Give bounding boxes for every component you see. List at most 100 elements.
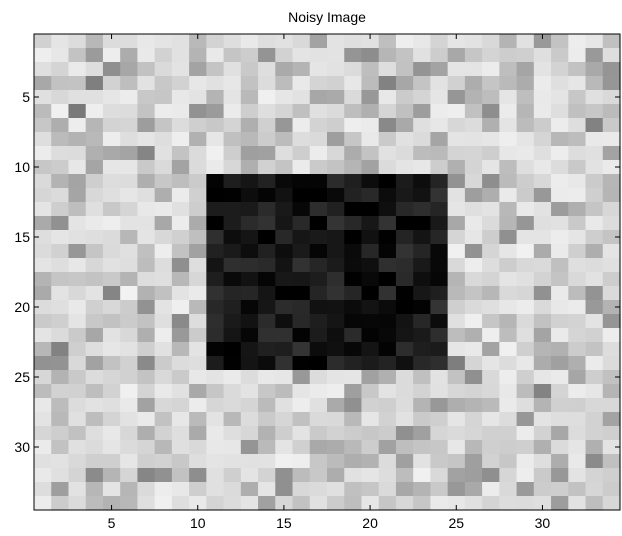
heatmap-cell bbox=[413, 384, 432, 399]
heatmap-cell bbox=[568, 370, 587, 385]
heatmap-cell bbox=[292, 426, 311, 441]
heatmap-cell bbox=[395, 62, 414, 77]
heatmap-cell bbox=[275, 258, 294, 273]
heatmap-cell bbox=[85, 160, 104, 175]
heatmap-cell bbox=[344, 188, 363, 203]
heatmap-cell bbox=[34, 62, 52, 77]
heatmap-cell bbox=[499, 230, 518, 245]
heatmap-cell bbox=[189, 202, 207, 217]
heatmap-cell bbox=[482, 398, 500, 413]
heatmap-cell bbox=[361, 496, 380, 511]
heatmap-cell bbox=[275, 482, 294, 497]
heatmap-cell bbox=[189, 230, 207, 245]
heatmap-cell bbox=[551, 356, 569, 371]
heatmap-cell bbox=[120, 328, 139, 343]
heatmap-cell bbox=[602, 384, 621, 399]
heatmap-cell bbox=[499, 356, 518, 371]
heatmap-cell bbox=[533, 370, 552, 385]
heatmap-cell bbox=[258, 104, 276, 119]
heatmap-cell bbox=[154, 76, 173, 91]
heatmap-cell bbox=[171, 370, 190, 385]
heatmap-cell bbox=[275, 202, 294, 217]
heatmap-cell bbox=[430, 202, 449, 217]
heatmap-cell bbox=[395, 230, 414, 245]
heatmap-cell bbox=[499, 118, 518, 133]
heatmap-cell bbox=[516, 440, 535, 455]
heatmap-cell bbox=[309, 202, 328, 217]
heatmap-cell bbox=[102, 468, 121, 483]
heatmap-cell bbox=[464, 440, 483, 455]
heatmap-cell bbox=[137, 202, 156, 217]
heatmap-cell bbox=[137, 104, 156, 119]
heatmap-cell bbox=[551, 188, 569, 203]
heatmap-cell bbox=[516, 370, 535, 385]
heatmap-cell bbox=[499, 244, 518, 259]
heatmap-cell bbox=[223, 314, 242, 329]
heatmap-cell bbox=[395, 272, 414, 287]
heatmap-cell bbox=[568, 76, 587, 91]
heatmap-cell bbox=[551, 146, 569, 161]
heatmap-cell bbox=[378, 440, 397, 455]
heatmap-cell bbox=[171, 258, 190, 273]
heatmap-cell bbox=[585, 34, 604, 49]
heatmap-cell bbox=[430, 118, 449, 133]
heatmap-cell bbox=[171, 244, 190, 259]
heatmap-cell bbox=[447, 160, 466, 175]
heatmap-cell bbox=[154, 454, 173, 469]
heatmap-cell bbox=[154, 342, 173, 357]
heatmap-cell bbox=[551, 90, 569, 105]
heatmap-cell bbox=[137, 286, 156, 301]
heatmap-cell bbox=[551, 314, 569, 329]
heatmap-cell bbox=[102, 482, 121, 497]
heatmap-cell bbox=[34, 174, 52, 189]
heatmap-cell bbox=[585, 454, 604, 469]
heatmap-cell bbox=[68, 230, 87, 245]
heatmap-cell bbox=[34, 188, 52, 203]
heatmap-cell bbox=[137, 412, 156, 427]
heatmap-cell bbox=[137, 188, 156, 203]
heatmap-cell bbox=[516, 272, 535, 287]
heatmap-cell bbox=[240, 90, 259, 105]
heatmap-cell bbox=[568, 384, 587, 399]
heatmap-cell bbox=[309, 188, 328, 203]
heatmap-cell bbox=[344, 482, 363, 497]
heatmap-cell bbox=[568, 342, 587, 357]
heatmap-cell bbox=[361, 370, 380, 385]
heatmap-cell bbox=[447, 328, 466, 343]
heatmap-cell bbox=[482, 202, 500, 217]
heatmap-cell bbox=[189, 356, 207, 371]
heatmap-cell bbox=[189, 370, 207, 385]
heatmap-cell bbox=[344, 342, 363, 357]
heatmap-cell bbox=[102, 384, 121, 399]
heatmap-cell bbox=[102, 230, 121, 245]
heatmap-cell bbox=[378, 188, 397, 203]
heatmap-cell bbox=[258, 132, 276, 147]
heatmap-cell bbox=[102, 244, 121, 259]
heatmap-cell bbox=[551, 300, 569, 315]
heatmap-cell bbox=[171, 104, 190, 119]
heatmap-cell bbox=[551, 118, 569, 133]
heatmap-cell bbox=[206, 426, 225, 441]
heatmap-cell bbox=[327, 468, 345, 483]
heatmap-cell bbox=[258, 90, 276, 105]
heatmap-cell bbox=[413, 90, 432, 105]
heatmap-cell bbox=[223, 370, 242, 385]
heatmap-cell bbox=[361, 62, 380, 77]
heatmap-cell bbox=[120, 76, 139, 91]
heatmap-cell bbox=[206, 244, 225, 259]
heatmap-cell bbox=[430, 174, 449, 189]
heatmap-cell bbox=[516, 412, 535, 427]
heatmap-cell bbox=[206, 104, 225, 119]
heatmap-cell bbox=[34, 230, 52, 245]
heatmap-cell bbox=[171, 496, 190, 511]
heatmap-cell bbox=[568, 104, 587, 119]
heatmap-cell bbox=[137, 356, 156, 371]
heatmap-cell bbox=[447, 216, 466, 231]
heatmap-cell bbox=[68, 118, 87, 133]
heatmap-cell bbox=[34, 426, 52, 441]
heatmap-cell bbox=[361, 48, 380, 63]
heatmap-cell bbox=[602, 412, 621, 427]
heatmap-cell bbox=[568, 454, 587, 469]
heatmap-cell bbox=[344, 90, 363, 105]
heatmap-cell bbox=[258, 272, 276, 287]
